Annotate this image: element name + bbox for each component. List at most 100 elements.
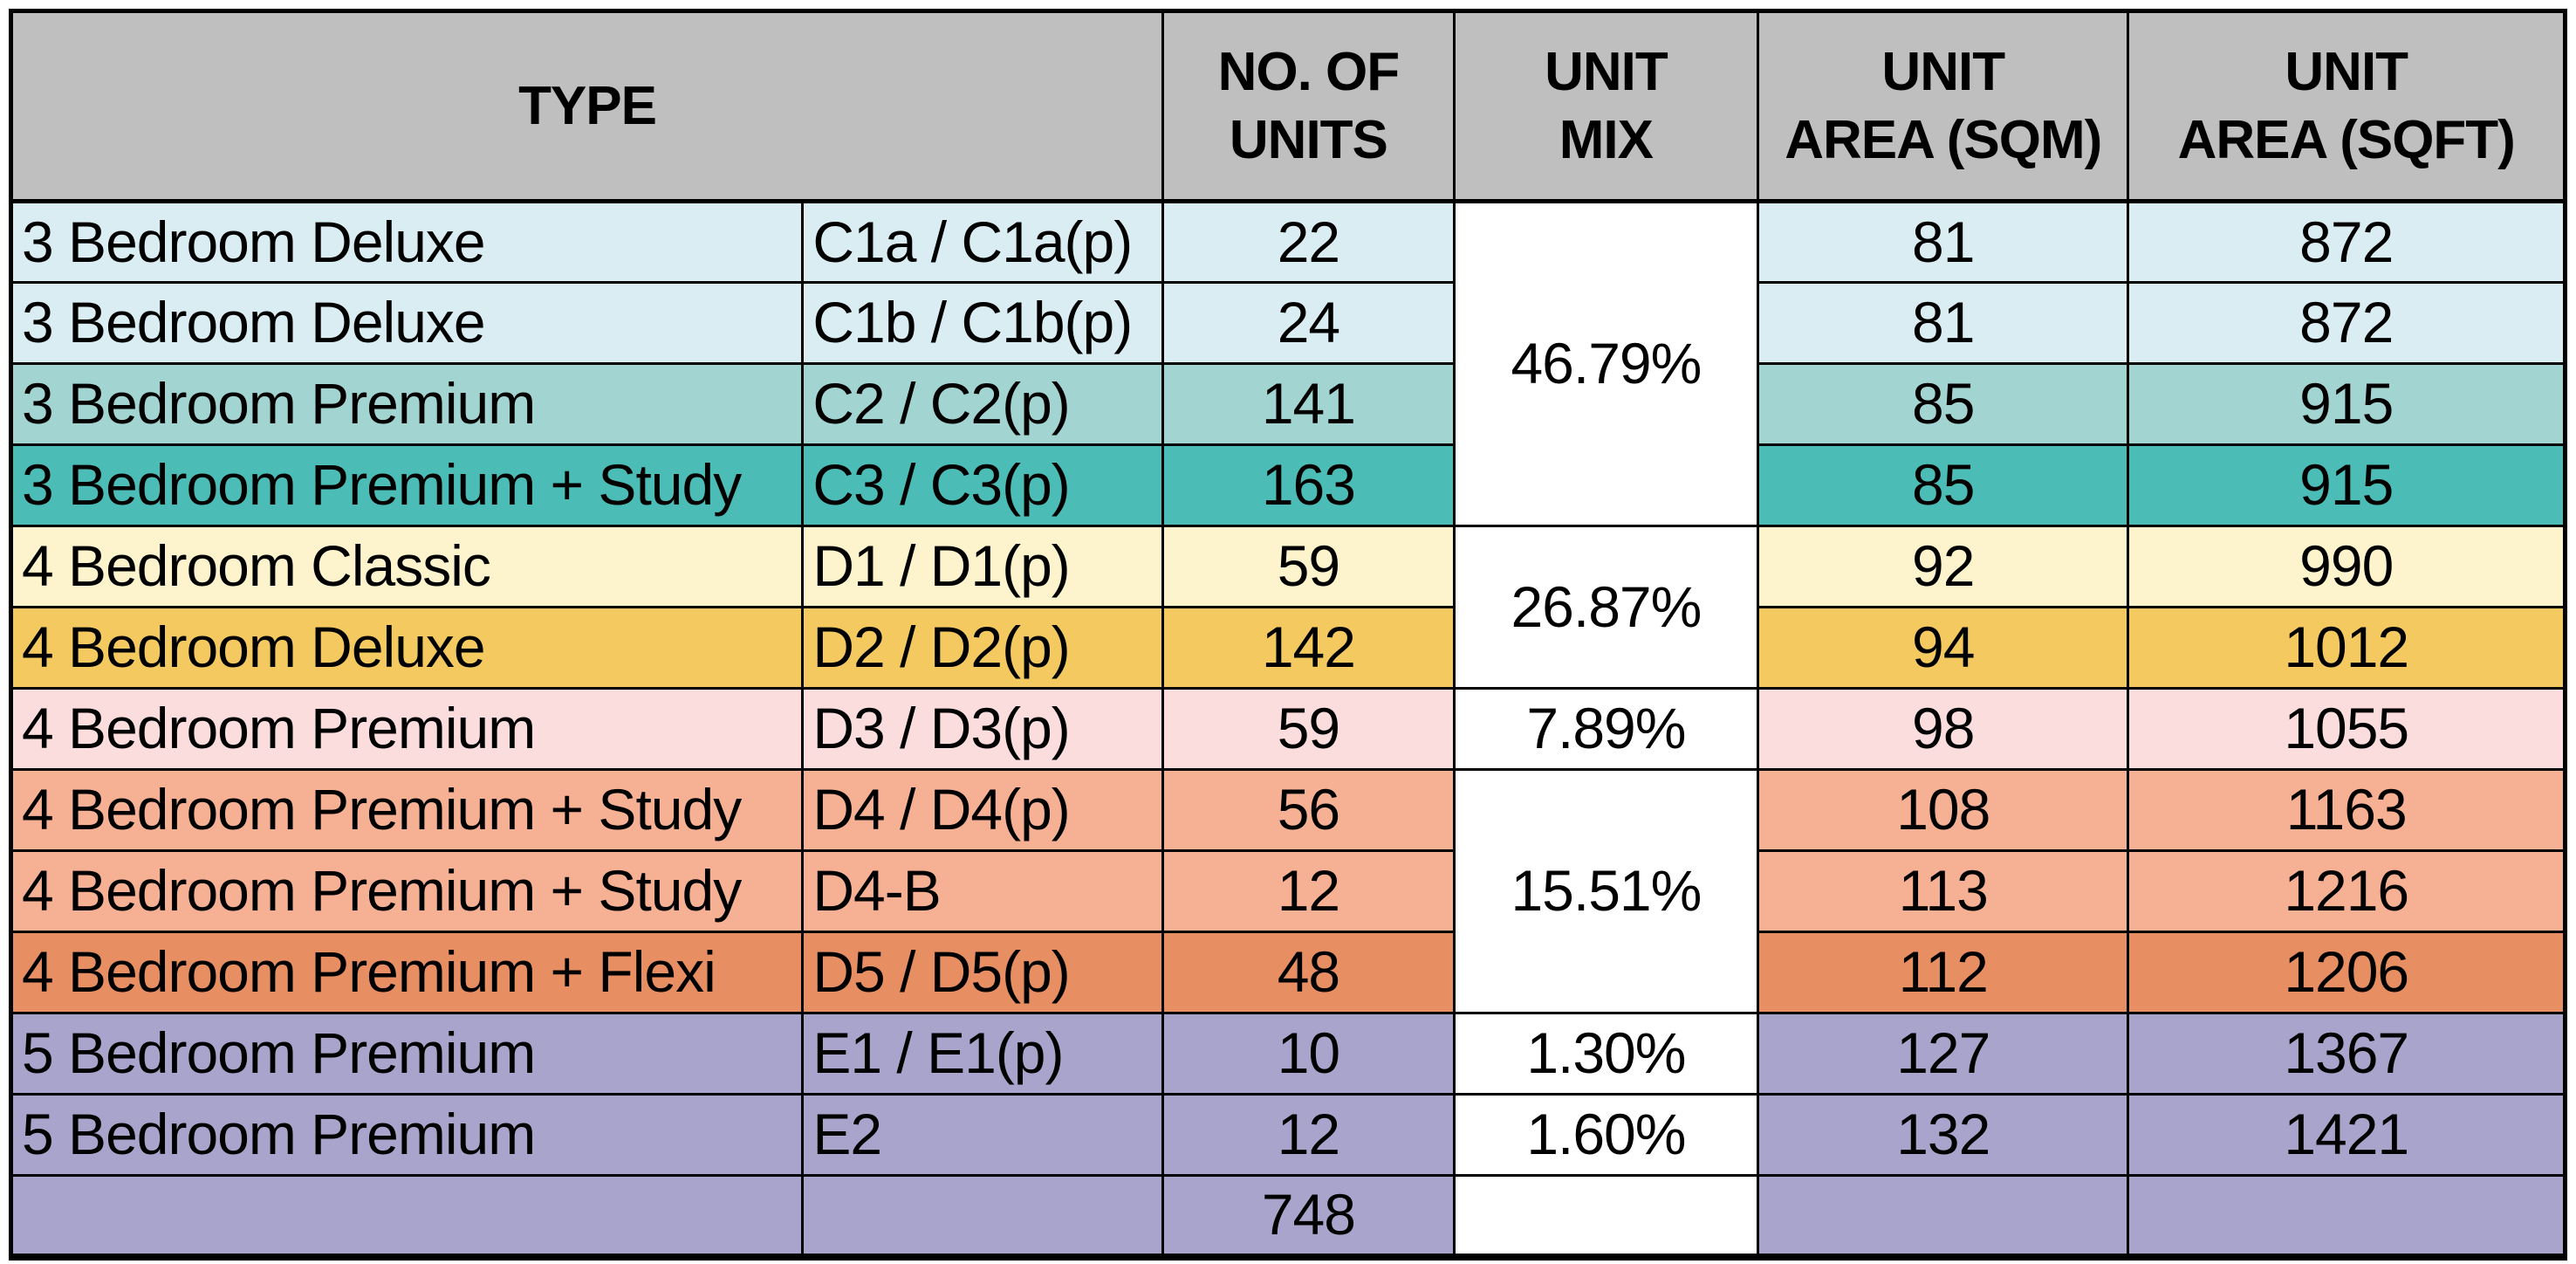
code-cell: C3 / C3(p) (801, 443, 1165, 527)
type-cell: 4 Bedroom Deluxe (9, 606, 805, 690)
area-sqm-text: 85 (1912, 371, 1975, 436)
header-unit-mix: UNIT MIX (1452, 10, 1760, 203)
code-text: D4-B (812, 858, 941, 924)
area-sqft-text: 1421 (2284, 1102, 2409, 1167)
code-cell: D2 / D2(p) (801, 606, 1165, 690)
area-sqft-cell: 1216 (2127, 849, 2566, 933)
code-text: E2 (812, 1102, 882, 1167)
area-sqft-cell: 1012 (2127, 606, 2566, 690)
table-row: 4 Bedroom Classic D1 / D1(p) 59 26.87% 9… (9, 525, 2566, 690)
table-row: 4 Bedroom Deluxe D2 / D2(p) 142 94 1012 (9, 606, 2566, 690)
code-text: C2 / C2(p) (812, 371, 1070, 436)
total-units-cell: 748 (1161, 1174, 1456, 1258)
code-cell: D4-B (801, 849, 1165, 933)
header-unit-area-sqm: UNIT AREA (SQM) (1757, 10, 2130, 203)
area-sqm-cell: 113 (1757, 849, 2130, 933)
area-sqft-cell: 915 (2127, 362, 2566, 446)
table-row: 5 Bedroom Premium E1 / E1(p) 10 1.30% 12… (9, 1012, 2566, 1096)
units-cell: 12 (1161, 849, 1456, 933)
code-cell: D4 / D4(p) (801, 768, 1165, 852)
area-sqm-cell: 98 (1757, 687, 2130, 771)
area-sqm-text: 113 (1898, 858, 1989, 924)
code-cell-empty (801, 1174, 1165, 1258)
type-cell: 3 Bedroom Deluxe (9, 281, 805, 365)
table-row: 3 Bedroom Deluxe C1a / C1a(p) 22 46.79% … (9, 200, 2566, 527)
type-text: 3 Bedroom Deluxe (22, 209, 486, 274)
unit-mix-table: TYPE NO. OF UNITS UNIT MIX UNIT AREA (SQ… (9, 9, 2567, 1261)
table-row: 3 Bedroom Premium + Study C3 / C3(p) 163… (9, 443, 2566, 527)
units-text: 12 (1277, 1102, 1340, 1167)
area-sqft-text: 1163 (2285, 777, 2408, 842)
code-text: C1a / C1a(p) (812, 209, 1133, 274)
table-row: 4 Bedroom Premium + Study D4-B 12 113 12… (9, 849, 2566, 933)
header-row: TYPE NO. OF UNITS UNIT MIX UNIT AREA (SQ… (9, 10, 2566, 203)
units-text: 163 (1261, 452, 1356, 518)
unit-mix-text: 7.89% (1526, 696, 1686, 761)
area-sqft-text: 915 (2299, 452, 2394, 518)
units-cell: 59 (1161, 525, 1456, 608)
area-sqft-cell: 1367 (2127, 1012, 2566, 1096)
code-text: C1b / C1b(p) (812, 290, 1133, 355)
area-sqft-cell: 1421 (2127, 1093, 2566, 1177)
type-text: 4 Bedroom Premium (22, 696, 536, 761)
unit-mix-cell: 1.30% (1452, 1012, 1760, 1096)
type-cell: 4 Bedroom Classic (9, 525, 805, 608)
type-text: 4 Bedroom Deluxe (22, 615, 486, 680)
unit-mix-text: 1.60% (1526, 1102, 1686, 1167)
area-sqm-text: 92 (1912, 533, 1975, 599)
unit-mix-cell: 46.79% (1452, 200, 1760, 527)
code-text: D2 / D2(p) (812, 615, 1070, 680)
type-cell-empty (9, 1174, 805, 1258)
table-row: 3 Bedroom Deluxe C1b / C1b(p) 24 81 872 (9, 281, 2566, 365)
units-text: 141 (1261, 371, 1356, 436)
area-sqm-text: 94 (1912, 615, 1975, 680)
units-cell: 10 (1161, 1012, 1456, 1096)
type-cell: 4 Bedroom Premium + Study (9, 768, 805, 852)
area-sqm-text: 85 (1912, 452, 1975, 518)
type-cell: 4 Bedroom Premium + Study (9, 849, 805, 933)
type-text: 4 Bedroom Premium + Study (22, 777, 742, 842)
area-sqft-text: 872 (2299, 290, 2394, 355)
unit-mix-text: 46.79% (1511, 331, 1702, 396)
type-text: 5 Bedroom Premium (22, 1102, 536, 1167)
area-sqft-text: 1055 (2284, 696, 2409, 761)
area-sqft-cell: 1206 (2127, 931, 2566, 1014)
unit-mix-text: 1.30% (1526, 1020, 1686, 1086)
area-sqm-cell: 92 (1757, 525, 2130, 608)
code-cell: C1a / C1a(p) (801, 200, 1165, 284)
area-sqft-cell: 872 (2127, 281, 2566, 365)
type-cell: 5 Bedroom Premium (9, 1093, 805, 1177)
area-sqft-text: 1206 (2284, 939, 2409, 1005)
units-cell: 12 (1161, 1093, 1456, 1177)
header-type-label: TYPE (518, 75, 657, 136)
area-sqm-text: 112 (1898, 939, 1989, 1005)
code-cell: D3 / D3(p) (801, 687, 1165, 771)
type-cell: 3 Bedroom Deluxe (9, 200, 805, 284)
header-unit-mix-label: UNIT MIX (1545, 42, 1668, 170)
header-unit-area-sqft: UNIT AREA (SQFT) (2127, 10, 2566, 203)
type-text: 5 Bedroom Premium (22, 1020, 536, 1086)
units-cell: 141 (1161, 362, 1456, 446)
code-cell: D1 / D1(p) (801, 525, 1165, 608)
table-row: 3 Bedroom Premium C2 / C2(p) 141 85 915 (9, 362, 2566, 446)
unit-mix-cell: 26.87% (1452, 525, 1760, 690)
area-sqft-text: 1216 (2284, 858, 2409, 924)
area-sqm-text: 98 (1912, 696, 1975, 761)
units-cell: 22 (1161, 200, 1456, 284)
units-cell: 56 (1161, 768, 1456, 852)
area-sqft-text: 1367 (2284, 1020, 2409, 1086)
type-cell: 5 Bedroom Premium (9, 1012, 805, 1096)
unit-mix-cell: 7.89% (1452, 687, 1760, 771)
code-text: C3 / C3(p) (812, 452, 1070, 518)
units-cell: 48 (1161, 931, 1456, 1014)
area-sqm-cell: 112 (1757, 931, 2130, 1014)
area-sqm-cell: 85 (1757, 443, 2130, 527)
units-text: 22 (1277, 209, 1340, 274)
area-sqm-cell: 108 (1757, 768, 2130, 852)
units-cell: 163 (1161, 443, 1456, 527)
units-text: 48 (1277, 939, 1340, 1005)
units-text: 56 (1277, 777, 1340, 842)
total-units-text: 748 (1261, 1182, 1356, 1247)
units-text: 10 (1277, 1020, 1340, 1086)
area-sqft-cell: 872 (2127, 200, 2566, 284)
